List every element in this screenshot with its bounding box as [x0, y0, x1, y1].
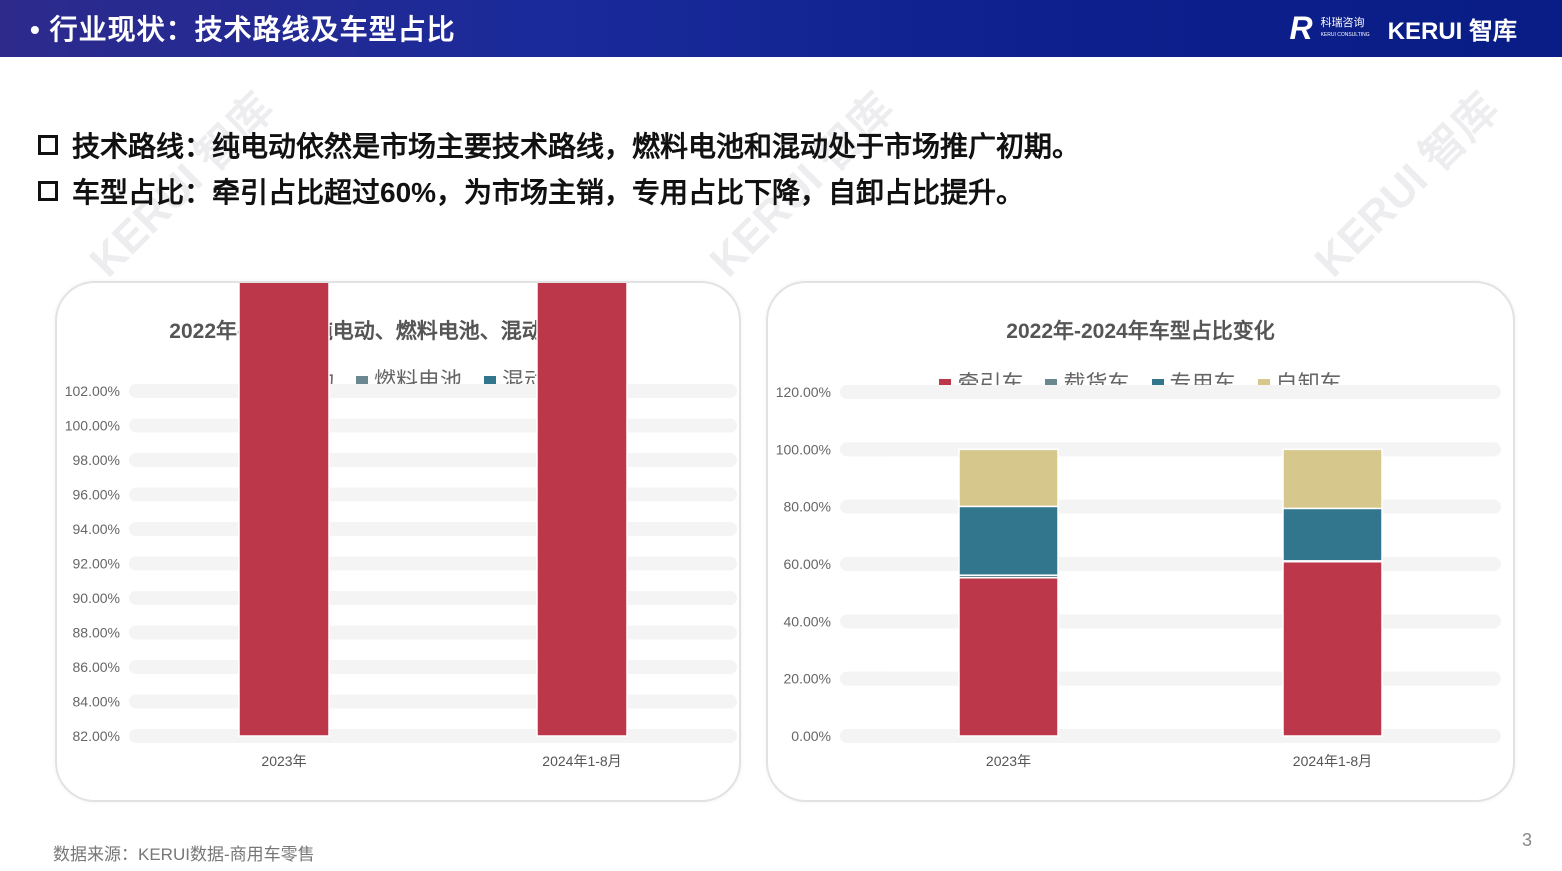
bar-segment — [536, 283, 628, 737]
x-tick-label: 2023年 — [261, 753, 306, 769]
gridline — [840, 385, 1501, 399]
y-tick-label: 60.00% — [784, 556, 831, 572]
watermark: KERUI 智库 — [1305, 84, 1508, 287]
gridline — [129, 694, 737, 709]
gridline — [129, 418, 737, 433]
y-tick-label: 98.00% — [73, 452, 120, 468]
gridline — [129, 729, 737, 743]
y-tick-label: 84.00% — [73, 694, 120, 710]
x-tick-label: 2024年1-8月 — [542, 753, 621, 769]
bar-segment — [238, 283, 330, 737]
logo-en: KERUI CONSULTING — [1320, 31, 1370, 38]
x-tick-label: 2023年 — [986, 753, 1031, 769]
chart-plot: 82.00% 84.00% 86.00% 88.00% 90.00% 92.00% 94.0… — [65, 283, 737, 769]
gridline — [840, 499, 1501, 514]
bullet-item: 车型占比：牵引占比超过60%，为市场主销，专用占比下降，自卸占比提升。 — [38, 168, 1080, 214]
chart-card-vehicle-type: 2022年-2024年车型占比变化 牵引车 载货车 专用车 自卸车 0.00% 20.0… — [766, 281, 1515, 802]
y-tick-label: 100.00% — [65, 418, 120, 434]
y-tick-label: 86.00% — [73, 659, 120, 675]
y-tick-label: 88.00% — [73, 625, 120, 641]
page-title: • 行业现状：技术路线及车型占比 — [30, 14, 456, 45]
chart-card-tech-route: 2022年-2024年纯电动、燃料电池、混动份额变化 纯电动燃料电池混动 82.… — [55, 281, 741, 802]
bar-segment — [958, 505, 1059, 576]
chart-plot: 0.00% 20.00% 40.00% 60.00% 80.00% 100.00% 120.… — [776, 384, 1501, 769]
gridline — [129, 384, 737, 398]
gridline — [129, 660, 737, 674]
gridline — [840, 557, 1501, 571]
gridline — [129, 487, 737, 502]
gridline — [840, 614, 1501, 629]
gridline — [129, 556, 737, 571]
x-tick-label: 2024年1-8月 — [1293, 753, 1372, 769]
bar-segment — [1282, 448, 1383, 510]
bullet-list: 技术路线：纯电动依然是市场主要技术路线，燃料电池和混动处于市场推广初期。 车型占… — [38, 122, 1080, 214]
y-tick-label: 94.00% — [73, 521, 120, 537]
y-tick-label: 102.00% — [65, 383, 120, 399]
bullet-text: 技术路线：纯电动依然是市场主要技术路线，燃料电池和混动处于市场推广初期。 — [72, 131, 1081, 162]
bar-segment — [1282, 560, 1383, 737]
gridline — [840, 442, 1501, 457]
y-tick-label: 40.00% — [784, 613, 831, 629]
y-tick-label: 0.00% — [791, 728, 831, 744]
bullet-item: 技术路线：纯电动依然是市场主要技术路线，燃料电池和混动处于市场推广初期。 — [38, 122, 1080, 168]
bullet-text: 车型占比：牵引占比超过60%，为市场主销，专用占比下降，自卸占比提升。 — [72, 177, 1025, 208]
y-tick-label: 90.00% — [73, 590, 120, 606]
header-bar: • 行业现状：技术路线及车型占比 R 科瑞咨询 KERUI CONSULTING … — [0, 0, 1562, 57]
bar-segment — [958, 448, 1059, 508]
bar-segment — [1282, 507, 1383, 562]
logo-mark: R — [1289, 10, 1313, 46]
kerui-logo: R 科瑞咨询 KERUI CONSULTING KERUI 智库 — [1289, 10, 1517, 47]
y-tick-label: 92.00% — [73, 556, 120, 572]
bar-segment — [958, 577, 1059, 737]
y-tick-label: 120.00% — [776, 384, 831, 400]
gridline — [129, 625, 737, 640]
gridline — [840, 671, 1501, 686]
chart-title: 2022年-2024年车型占比变化 — [1006, 320, 1275, 343]
gridline — [129, 453, 737, 467]
y-tick-label: 96.00% — [73, 487, 120, 503]
data-source: 数据来源：KERUI数据-商用车零售 — [53, 845, 315, 864]
gridline — [129, 522, 737, 536]
gridline — [129, 591, 737, 605]
page-number: 3 — [1521, 830, 1532, 850]
y-tick-label: 80.00% — [784, 499, 831, 515]
logo-cn: 科瑞咨询 — [1320, 16, 1365, 29]
checkbox-square-icon — [38, 135, 58, 155]
y-tick-label: 20.00% — [784, 671, 831, 687]
gridline — [840, 729, 1501, 743]
y-tick-label: 100.00% — [776, 441, 831, 457]
checkbox-square-icon — [38, 181, 58, 201]
y-tick-label: 82.00% — [73, 728, 120, 744]
logo-brand: KERUI 智库 — [1387, 18, 1517, 45]
